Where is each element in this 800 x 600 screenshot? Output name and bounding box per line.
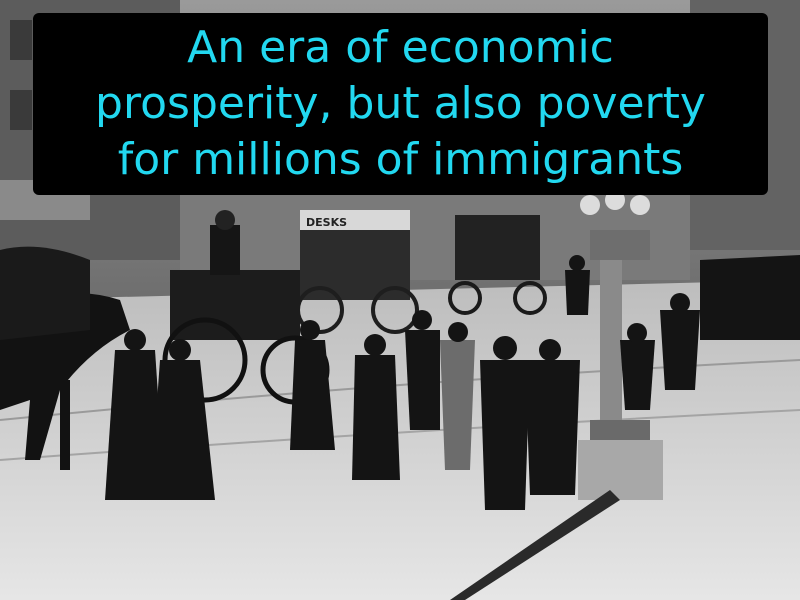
caption-line-1: An era of economic: [187, 22, 614, 73]
street-lamp-pillar: [578, 190, 663, 500]
caption-line-3: for millions of immigrants: [117, 134, 684, 185]
delivery-wagon-desks: [296, 210, 419, 334]
caption-box: An era of economic prosperity, but also …: [33, 13, 768, 195]
covered-wagon: [448, 215, 547, 315]
horse-carriage: [162, 210, 330, 405]
wagon-sign: DESKS: [306, 216, 347, 229]
pedestrians-crowd: [105, 255, 800, 510]
railing: [450, 490, 620, 600]
caption-line-2: prosperity, but also poverty: [95, 78, 706, 129]
